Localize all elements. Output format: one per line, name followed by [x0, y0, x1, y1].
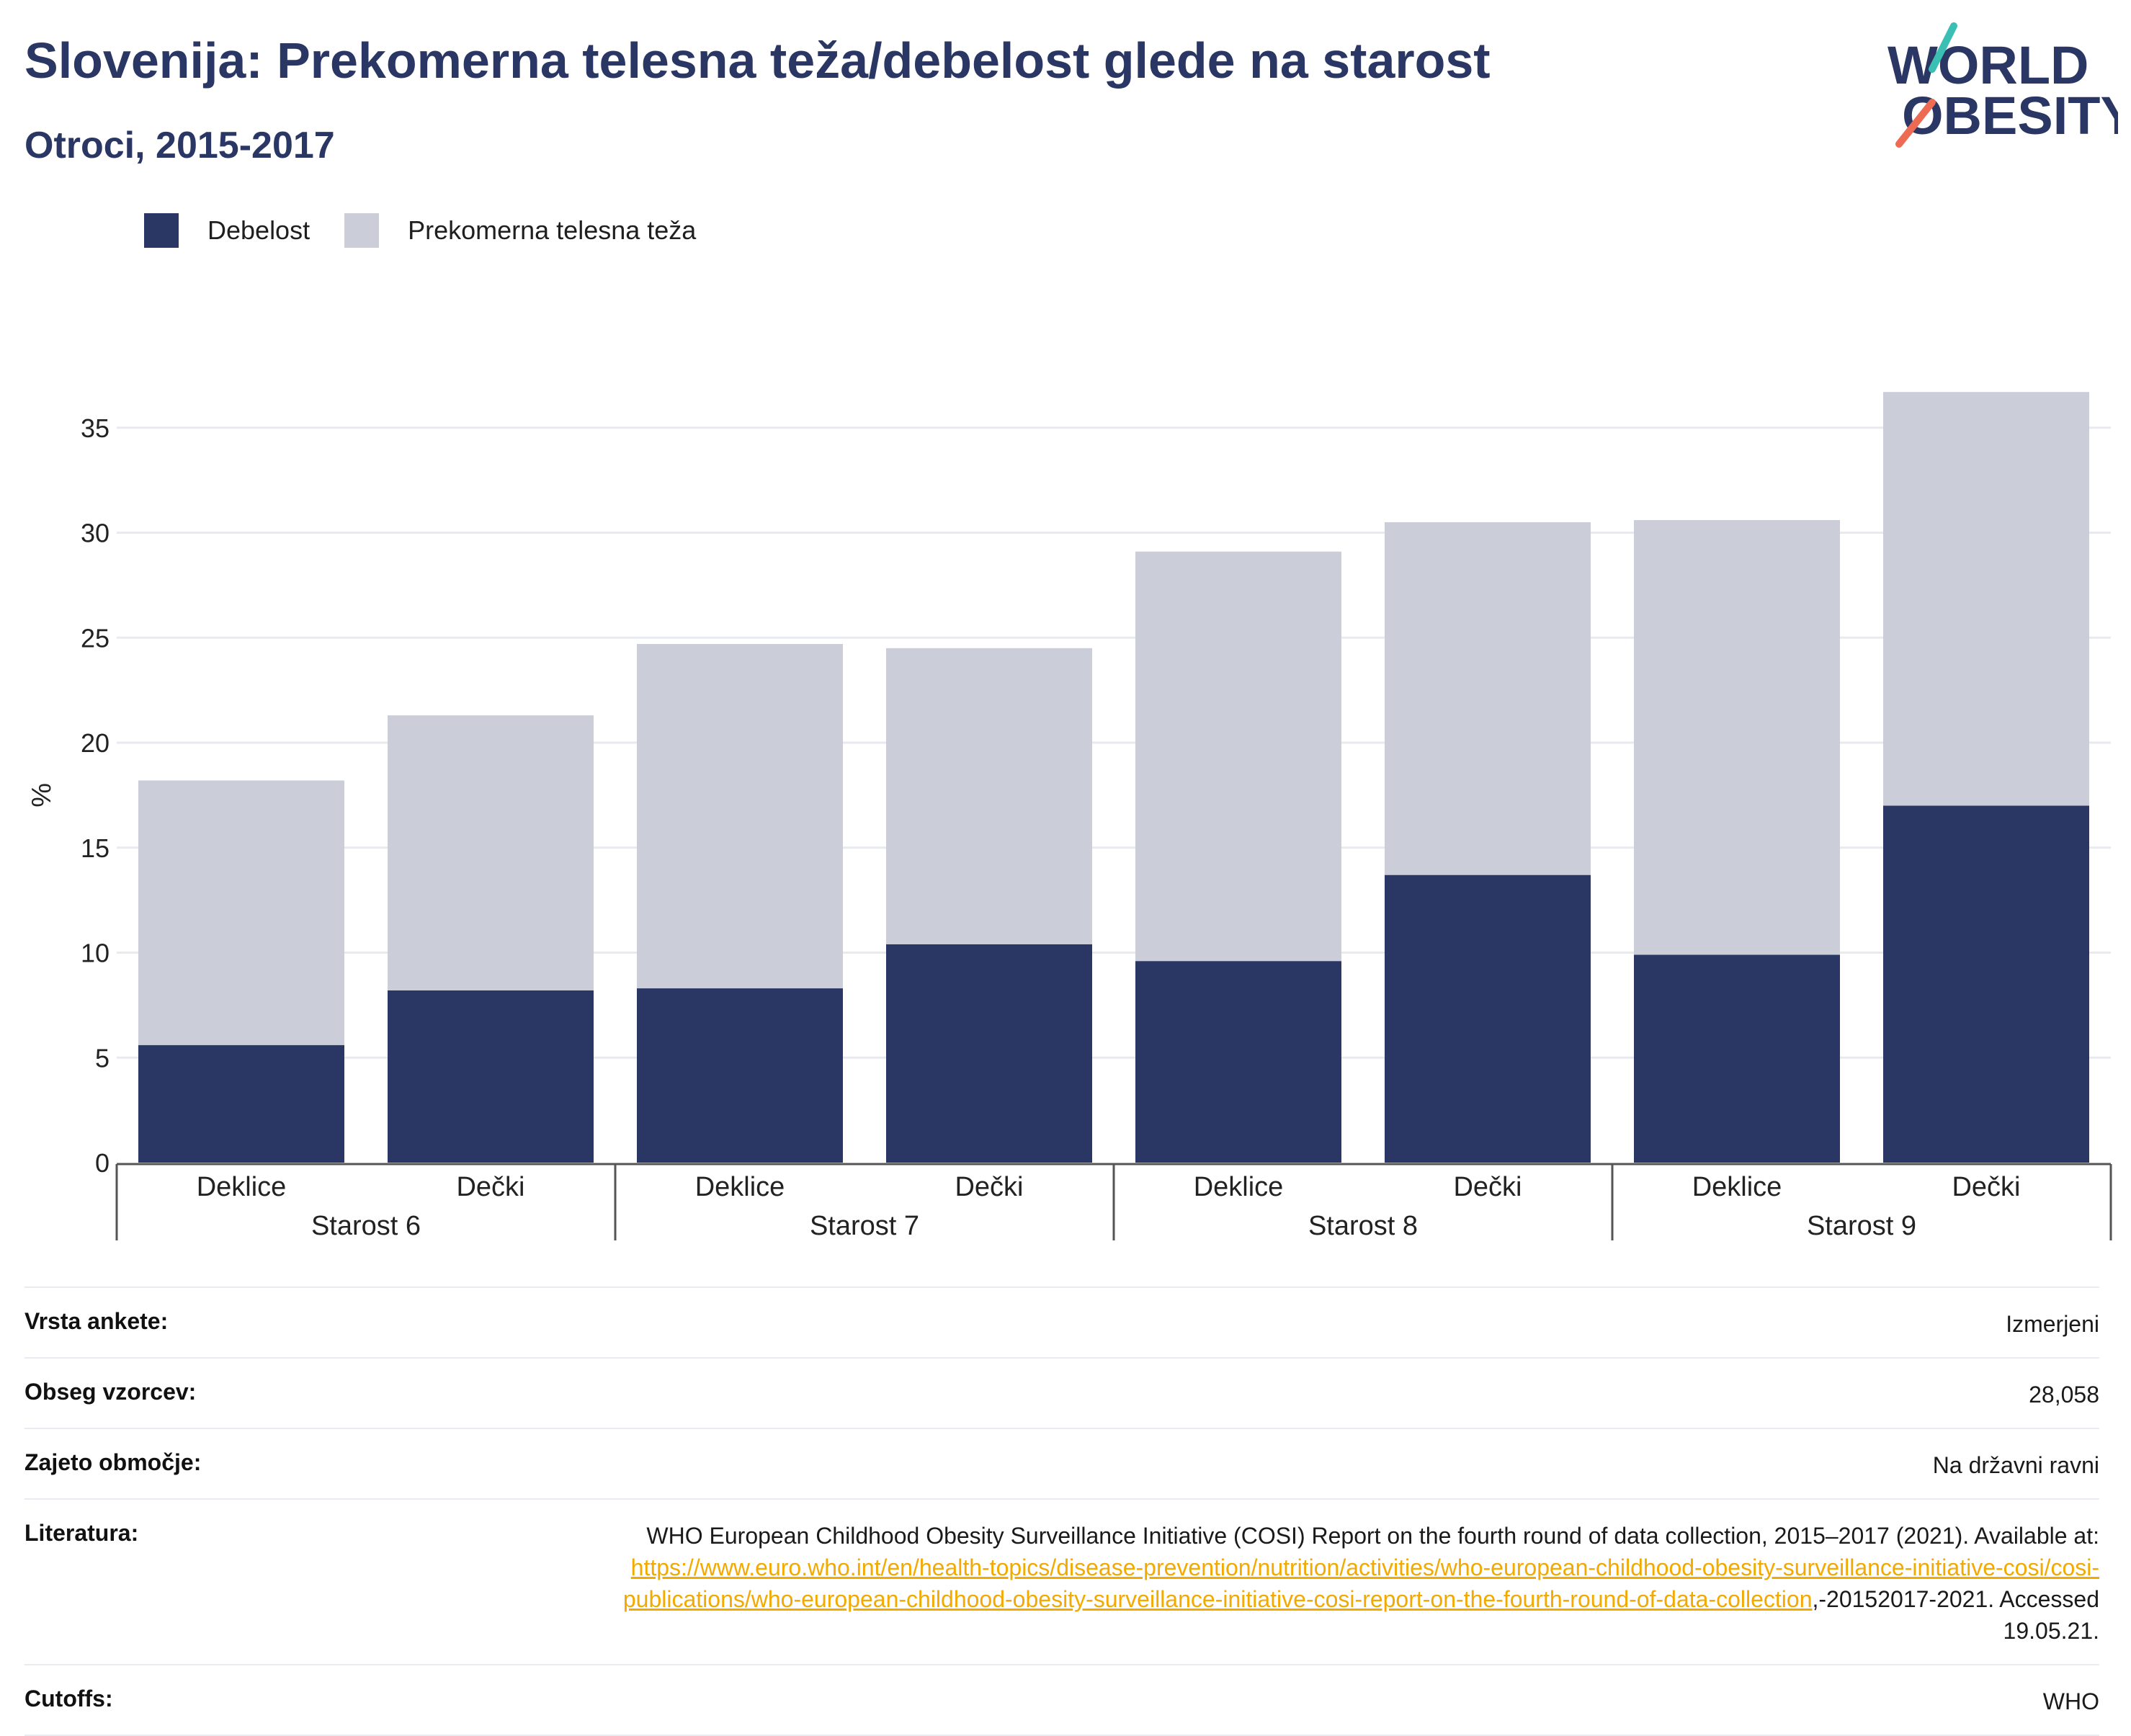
x-category-label: Deklice: [1692, 1172, 1782, 1202]
reference-citation: WHO European Childhood Obesity Surveilla…: [646, 1523, 1970, 1549]
legend-item-debelost[interactable]: Debelost: [144, 213, 310, 248]
coverage-label: Zajeto območje:: [24, 1449, 202, 1475]
bar-prekomerna: [886, 648, 1092, 944]
bar-debelost: [138, 1044, 344, 1163]
legend-label-prekomerna: Prekomerna telesna teža: [408, 215, 697, 245]
y-tick-label: 10: [81, 939, 110, 968]
y-tick-label: 25: [81, 623, 110, 653]
bar-chart: 0 5 10 15 20 25 30 35% Deklice Dečki Deklice Dečki D…: [27, 392, 2112, 1241]
x-category-label: Deklice: [695, 1172, 785, 1202]
x-group-label: Starost 6: [311, 1211, 421, 1241]
chart-title: Slovenija: Prekomerna telesna teža/debel…: [24, 32, 1491, 89]
y-tick-label: 20: [81, 728, 110, 758]
info-table: Vrsta ankete: Izmerjeni Obseg vzorcev: 2…: [24, 1287, 2099, 1736]
bar-prekomerna: [1135, 551, 1341, 962]
reference-label: Literatura:: [24, 1520, 139, 1546]
sample-size-label: Obseg vzorcev:: [24, 1379, 197, 1405]
y-tick-label: 30: [81, 519, 110, 548]
info-row-area: Zajeto območje: Na državni ravni: [24, 1429, 2099, 1500]
world-obesity-logo: WORLD OBESITY: [1887, 22, 2118, 148]
x-group-label: Starost 9: [1807, 1211, 1916, 1241]
bar-prekomerna: [1385, 522, 1591, 875]
bar-debelost: [637, 988, 843, 1163]
cutoffs-label: Cutoffs:: [24, 1686, 113, 1712]
bar-prekomerna: [1634, 520, 1840, 955]
y-tick-label: 5: [95, 1043, 110, 1073]
x-group-label: Starost 7: [810, 1211, 919, 1241]
bar-prekomerna: [138, 780, 344, 1045]
info-row-sample: Obseg vzorcev: 28,058: [24, 1359, 2099, 1429]
bar-debelost: [1634, 954, 1840, 1163]
bar-debelost: [1385, 874, 1591, 1163]
y-tick-label: 15: [81, 833, 110, 863]
chart-subtitle: Otroci, 2015-2017: [24, 125, 335, 166]
x-group-label: Starost 8: [1308, 1211, 1418, 1241]
svg-text:OBESITY: OBESITY: [1902, 86, 2118, 146]
x-category-label: Deklice: [197, 1172, 287, 1202]
svg-text:WORLD: WORLD: [1887, 35, 2089, 95]
reference-value: WHO European Childhood Obesity Surveilla…: [543, 1520, 2099, 1647]
coverage-value: Na državni ravni: [1932, 1452, 2099, 1478]
x-category-label: Dečki: [1952, 1172, 2020, 1202]
y-axis-label: %: [27, 783, 57, 807]
reference-accessed: ,-20152017-2021. Accessed 19.05.21.: [1812, 1586, 2099, 1644]
reference-link[interactable]: https://www.euro.who.int/en/health-topic…: [622, 1554, 2099, 1612]
legend-item-prekomerna[interactable]: Prekomerna telesna teža: [344, 213, 696, 248]
info-row-cutoffs: Cutoffs: WHO: [24, 1665, 2099, 1736]
x-category-label: Deklice: [1194, 1172, 1284, 1202]
bar-debelost: [1135, 961, 1341, 1163]
x-category-label: Dečki: [1453, 1172, 1522, 1202]
x-category-label: Dečki: [955, 1172, 1023, 1202]
bar-prekomerna: [1883, 392, 2089, 806]
chart-legend: Debelost Prekomerna telesna teža: [144, 213, 731, 248]
y-tick-label: 35: [81, 413, 110, 443]
survey-type-value: Izmerjeni: [2006, 1311, 2099, 1337]
info-row-survey: Vrsta ankete: Izmerjeni: [24, 1288, 2099, 1359]
bar-prekomerna: [637, 643, 843, 989]
bar-prekomerna: [388, 715, 594, 990]
cutoffs-value: WHO: [2042, 1688, 2099, 1714]
reference-available-label: Available at:: [1974, 1523, 2099, 1549]
survey-type-label: Vrsta ankete:: [24, 1308, 169, 1334]
y-tick-label: 0: [95, 1148, 110, 1178]
x-category-label: Dečki: [456, 1172, 524, 1202]
legend-swatch-prekomerna: [344, 213, 380, 248]
legend-label-debelost: Debelost: [207, 215, 311, 245]
info-row-reference: Literatura: WHO European Childhood Obesi…: [24, 1500, 2099, 1665]
legend-swatch-debelost: [144, 213, 179, 248]
bar-debelost: [388, 990, 594, 1163]
bar-debelost: [1883, 805, 2089, 1163]
sample-size-value: 28,058: [2029, 1382, 2099, 1408]
bar-debelost: [886, 944, 1092, 1163]
